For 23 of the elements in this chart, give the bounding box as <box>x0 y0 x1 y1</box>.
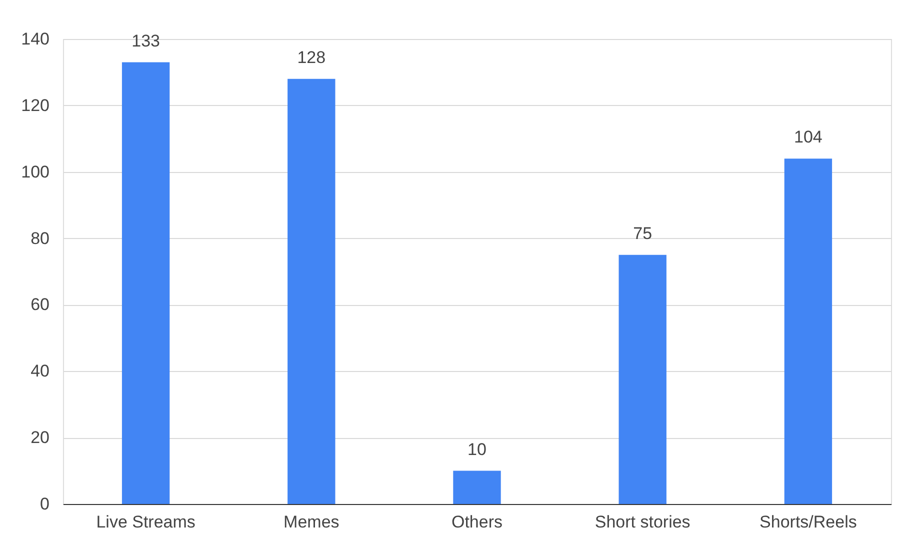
data-label: 133 <box>132 31 160 50</box>
x-tick-label: Live Streams <box>96 512 196 532</box>
y-tick-label: 0 <box>40 494 50 514</box>
x-tick-label: Memes <box>284 512 340 532</box>
bar <box>453 470 501 504</box>
y-tick-label: 100 <box>21 162 50 182</box>
y-tick-label: 120 <box>21 96 50 115</box>
y-tick-label: 80 <box>30 228 50 248</box>
y-tick-label: 20 <box>30 428 50 448</box>
y-tick-label: 40 <box>30 362 50 381</box>
bar <box>122 62 170 504</box>
bar <box>288 78 336 504</box>
x-tick-label: Shorts/Reels <box>760 512 857 532</box>
bar <box>784 158 832 504</box>
data-label: 104 <box>794 128 822 147</box>
y-tick-label: 140 <box>21 30 50 48</box>
x-tick-label: Others <box>451 512 503 532</box>
x-tick-label: Short stories <box>594 512 690 532</box>
data-label: 75 <box>633 224 652 243</box>
y-tick-label: 60 <box>30 295 50 314</box>
data-label: 128 <box>297 48 326 67</box>
bar <box>618 254 666 504</box>
data-label: 10 <box>468 440 486 459</box>
